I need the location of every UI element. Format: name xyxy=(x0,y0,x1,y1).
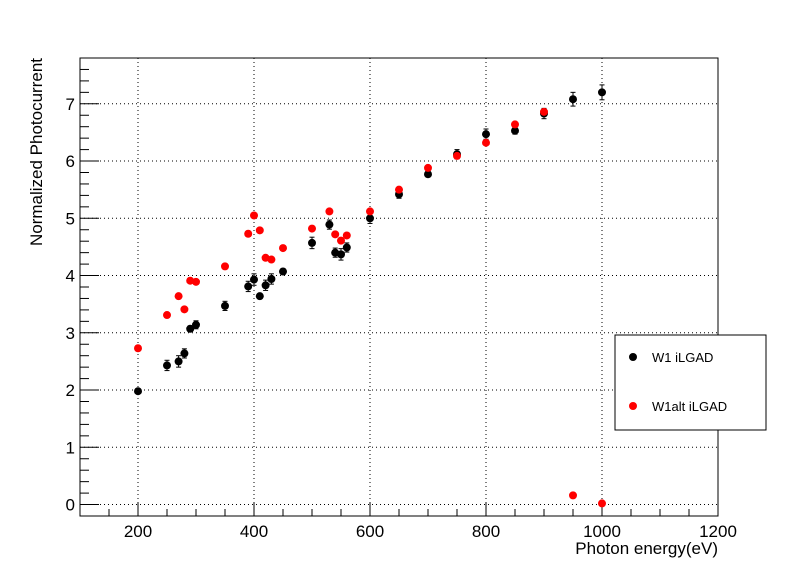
data-point xyxy=(342,231,351,240)
data-point xyxy=(569,95,577,104)
data-point xyxy=(331,230,340,239)
data-point xyxy=(308,224,316,233)
data-point xyxy=(221,262,229,271)
data-point xyxy=(255,292,264,301)
data-point xyxy=(174,292,183,301)
series-layer xyxy=(134,84,606,508)
data-point xyxy=(342,243,351,252)
x-tick-label: 1000 xyxy=(583,522,621,541)
data-point xyxy=(337,250,345,259)
x-tick-label: 800 xyxy=(472,522,500,541)
data-point xyxy=(244,229,253,238)
data-point xyxy=(250,275,258,284)
data-point xyxy=(279,267,287,276)
x-tick-label: 400 xyxy=(240,522,268,541)
data-point xyxy=(395,185,403,194)
x-tick-label: 600 xyxy=(356,522,384,541)
data-point xyxy=(163,361,171,370)
data-point xyxy=(511,126,519,135)
data-point xyxy=(540,107,548,116)
data-point xyxy=(482,130,490,139)
y-tick-label: 5 xyxy=(66,209,75,228)
data-point xyxy=(163,311,171,320)
data-point xyxy=(180,349,189,358)
y-axis-title: Normalized Photocurrent xyxy=(27,58,46,246)
legend-box xyxy=(614,334,767,431)
series-w1 xyxy=(134,84,606,396)
data-point xyxy=(366,214,374,223)
data-point xyxy=(174,357,183,366)
x-tick-label: 1200 xyxy=(699,522,737,541)
data-point xyxy=(482,138,490,147)
data-point xyxy=(267,274,276,283)
legend-label-w1alt: W1alt iLGAD xyxy=(652,399,727,414)
data-point xyxy=(244,282,253,291)
y-tick-label: 0 xyxy=(66,496,75,515)
y-tick-label: 3 xyxy=(66,324,75,343)
data-point xyxy=(267,255,276,264)
axis-ticks xyxy=(79,57,719,517)
data-point xyxy=(325,207,334,216)
data-point xyxy=(511,120,519,129)
data-point xyxy=(180,305,189,314)
legend-marker-w1alt xyxy=(629,402,637,410)
x-axis-title: Photon energy(eV) xyxy=(575,539,718,558)
data-point xyxy=(424,163,432,172)
data-point xyxy=(279,244,287,253)
data-point xyxy=(134,344,142,353)
data-point xyxy=(250,211,258,220)
y-tick-label: 6 xyxy=(66,152,75,171)
x-tick-label: 200 xyxy=(124,522,152,541)
y-tick-label: 4 xyxy=(66,267,75,286)
data-point xyxy=(134,387,142,396)
data-point xyxy=(325,220,334,229)
data-point xyxy=(424,170,432,179)
data-point xyxy=(598,88,606,97)
data-point xyxy=(366,207,374,216)
legend-marker-w1 xyxy=(629,353,637,361)
data-point xyxy=(192,277,200,286)
data-point xyxy=(186,324,195,333)
legend-label-w1: W1 iLGAD xyxy=(652,350,713,365)
y-tick-label: 1 xyxy=(66,438,75,457)
data-point xyxy=(221,301,229,310)
data-point xyxy=(192,320,200,329)
series-w1alt xyxy=(134,107,606,508)
tick-labels: 200 400 600 800 1000 1200 0 1 2 3 4 5 6 7 xyxy=(66,95,737,541)
data-point xyxy=(453,151,461,160)
data-point xyxy=(255,226,264,235)
y-tick-label: 2 xyxy=(66,381,75,400)
data-point xyxy=(598,499,606,508)
y-tick-label: 7 xyxy=(66,95,75,114)
data-point xyxy=(308,238,316,247)
data-point xyxy=(261,281,270,290)
legend: W1 iLGAD W1alt iLGAD xyxy=(614,334,767,431)
data-point xyxy=(337,236,345,245)
data-point xyxy=(569,491,577,500)
